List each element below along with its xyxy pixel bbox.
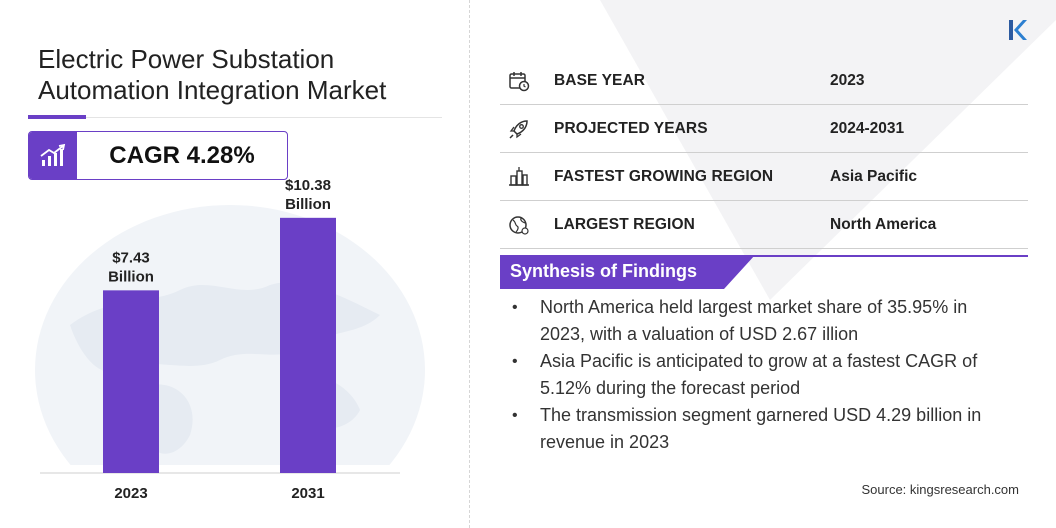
calendar-icon [509,72,530,92]
info-value-projected-years: 2024-2031 [830,120,905,137]
city-region-icon [509,167,529,186]
info-label-base-year: BASE YEAR [554,72,646,89]
globe-icon [509,216,529,235]
source-note: Source: kingsresearch.com [861,482,1019,497]
bar-2023 [103,290,159,473]
kings-research-logo-icon [1009,20,1027,40]
info-row-fastest-growing-region: FASTEST GROWING REGION Asia Pacific [500,153,1028,201]
x-tick-label: 2023 [114,485,147,502]
decorative-triangle [600,0,1056,300]
info-label-projected-years: PROJECTED YEARS [554,120,708,137]
finding-item: Asia Pacific is anticipated to grow at a… [508,348,1008,402]
info-row-projected-years: PROJECTED YEARS 2024-2031 [500,105,1028,153]
info-row-base-year: BASE YEAR 2023 [500,57,1028,105]
findings-list: North America held largest market share … [508,294,1008,456]
info-label-fastest-growing-region: FASTEST GROWING REGION [554,168,774,185]
info-label-largest-region: LARGEST REGION [554,216,695,233]
x-tick-label: 2031 [291,485,324,502]
growth-chart-icon [40,143,66,166]
bar-value-label: $10.38 [285,177,331,194]
title-divider [28,117,442,118]
synthesis-rule [500,255,1028,257]
info-value-base-year: 2023 [830,72,865,89]
finding-item: North America held largest market share … [508,294,1008,348]
bar-chart: $7.43 Billion 2023 $10.38 Billion 2031 [40,177,400,502]
panel-divider [469,0,470,528]
rocket-icon [509,120,528,139]
page-title: Electric Power Substation Automation Int… [38,44,438,106]
title-line-2: Automation Integration Market [38,75,387,105]
finding-item: The transmission segment garnered USD 4.… [508,402,1008,456]
title-line-1: Electric Power Substation [38,44,335,74]
right-panel [470,0,1056,528]
bar-unit-label: Billion [108,268,154,285]
title-accent-bar [28,115,86,119]
cagr-icon-box [29,132,77,179]
left-panel: Electric Power Substation Automation Int… [0,0,468,528]
cagr-badge: CAGR 4.28% [28,131,288,180]
bar-value-label: $7.43 [112,249,150,266]
bar-2031 [280,217,336,473]
info-row-largest-region: LARGEST REGION North America [500,201,1028,249]
synthesis-title: Synthesis of Findings [510,261,698,281]
synthesis-header: Synthesis of Findings [500,255,1028,289]
info-value-fastest-growing-region: Asia Pacific [830,168,918,185]
synthesis-tab [500,255,755,289]
info-value-largest-region: North America [830,216,937,233]
bar-unit-label: Billion [285,196,331,213]
cagr-value: CAGR 4.28% [109,141,255,169]
